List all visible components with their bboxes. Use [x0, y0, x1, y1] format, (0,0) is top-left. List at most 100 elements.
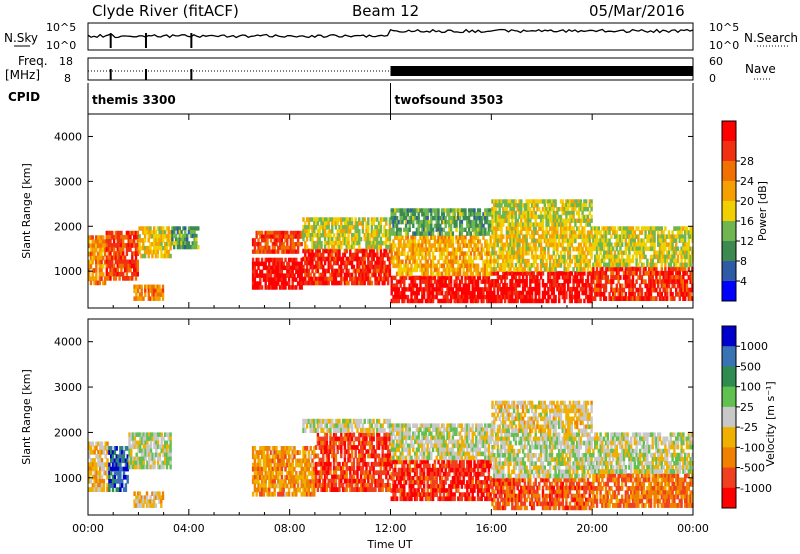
heatmap-cell	[590, 207, 593, 212]
heatmap-cell	[162, 230, 165, 235]
heatmap-cell	[437, 216, 440, 221]
heatmap-cell	[123, 243, 127, 248]
heatmap-cell	[424, 251, 428, 256]
heatmap-cell	[541, 234, 545, 240]
heatmap-cell	[676, 226, 680, 231]
nave-label: Nave	[745, 62, 776, 76]
heatmap-cell	[532, 222, 536, 227]
heatmap-cell	[642, 238, 645, 243]
heatmap-cell	[89, 441, 93, 447]
heatmap-cell	[343, 248, 347, 254]
heatmap-cell	[282, 273, 285, 278]
heatmap-cell	[397, 251, 401, 256]
heatmap-cell	[329, 236, 332, 242]
heatmap-cell	[397, 208, 401, 213]
heatmap-cell	[547, 298, 550, 304]
heatmap-cell	[503, 263, 507, 268]
heatmap-cell	[599, 287, 602, 293]
heatmap-cell	[277, 238, 280, 243]
heatmap-cell	[581, 290, 584, 296]
heatmap-cell	[509, 238, 512, 244]
heatmap-cell	[622, 226, 626, 231]
heatmap-cell	[628, 287, 631, 293]
heatmap-cell	[518, 271, 521, 276]
heatmap-cell	[129, 276, 132, 281]
heatmap-cell	[471, 219, 474, 225]
heatmap-cell	[485, 231, 489, 236]
heatmap-cell	[612, 287, 615, 293]
heatmap-cell	[457, 208, 460, 213]
heatmap-cell	[583, 267, 586, 272]
heatmap-cell	[124, 462, 128, 468]
heatmap-cell	[300, 261, 303, 267]
heatmap-cell	[325, 280, 329, 286]
heatmap-cell	[129, 230, 132, 236]
heatmap-cell	[331, 264, 334, 270]
heatmap-cell	[657, 283, 660, 289]
heatmap-cell	[631, 226, 635, 231]
heatmap-cell	[136, 503, 140, 508]
heatmap-cell	[296, 261, 300, 267]
heatmap-cell	[467, 279, 471, 284]
heatmap-cell	[115, 462, 118, 468]
heatmap-cell	[278, 273, 282, 278]
heatmap-cell	[314, 217, 318, 222]
heatmap-cell	[667, 242, 671, 247]
heatmap-cell	[91, 474, 95, 480]
heatmap-cell	[108, 466, 111, 472]
heatmap-cell	[88, 243, 91, 249]
heatmap-cell	[388, 264, 392, 270]
heatmap-cell	[430, 247, 433, 252]
heatmap-cell	[376, 229, 379, 234]
heatmap-cell	[572, 286, 575, 292]
heatmap-cell	[304, 252, 307, 258]
heatmap-cell	[521, 275, 525, 280]
heatmap-cell	[331, 225, 334, 230]
heatmap-cell	[329, 252, 332, 258]
heatmap-cell	[669, 262, 672, 268]
heatmap-cell	[251, 265, 255, 271]
heatmap-cell	[498, 199, 501, 204]
heatmap-cell	[651, 262, 654, 268]
heatmap-cell	[449, 255, 453, 261]
heatmap-cell	[103, 239, 107, 245]
heatmap-cell	[259, 491, 262, 497]
heatmap-cell	[621, 291, 624, 297]
heatmap-cell	[514, 222, 518, 227]
heatmap-cell	[287, 249, 291, 254]
heatmap-cell	[583, 214, 586, 220]
heatmap-cell	[539, 271, 543, 276]
y-tick-label: 1000	[54, 265, 82, 278]
heatmap-cell	[253, 487, 257, 493]
heatmap-cell	[576, 298, 579, 304]
heatmap-cell	[658, 246, 662, 252]
heatmap-cell	[592, 234, 595, 239]
heatmap-cell	[649, 270, 653, 276]
heatmap-cell	[331, 272, 334, 278]
heatmap-cell	[145, 226, 149, 231]
heatmap-cell	[577, 258, 581, 264]
heatmap-cell	[664, 238, 667, 243]
heatmap-cell	[253, 281, 257, 286]
heatmap-cell	[127, 243, 130, 248]
heatmap-cell	[534, 218, 537, 223]
heatmap-cell	[122, 251, 125, 256]
heatmap-cell	[451, 219, 455, 225]
heatmap-cell	[412, 243, 415, 248]
heatmap-cell	[505, 271, 509, 276]
heatmap-cell	[466, 231, 469, 236]
heatmap-cell	[572, 283, 575, 288]
heatmap-cell	[134, 255, 138, 261]
heatmap-cell	[428, 227, 431, 232]
heatmap-cell	[514, 286, 518, 292]
heatmap-cell	[527, 203, 530, 208]
heatmap-cell	[313, 264, 316, 270]
heatmap-cell	[655, 287, 658, 293]
heatmap-cell	[156, 456, 160, 462]
heatmap-cell	[527, 199, 530, 204]
heatmap-cell	[446, 263, 449, 269]
heatmap-cell	[601, 238, 604, 243]
heatmap-cell	[639, 258, 642, 264]
heatmap-cell	[332, 233, 336, 238]
heatmap-cell	[128, 440, 131, 446]
